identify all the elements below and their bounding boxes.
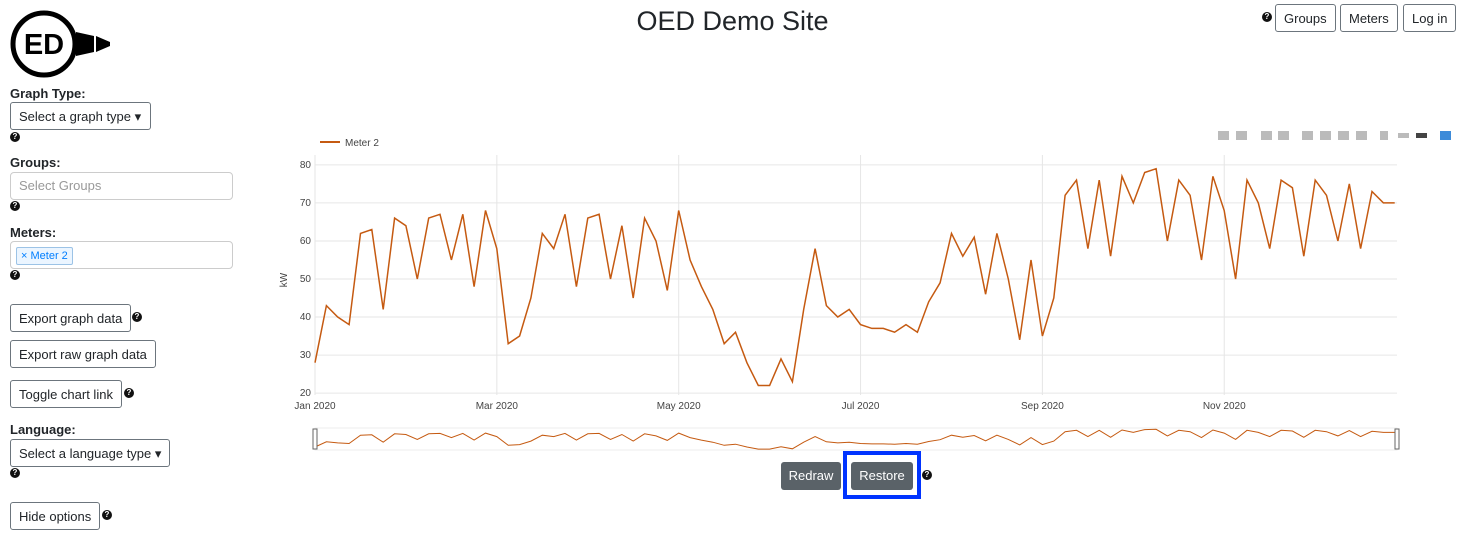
toggle-link-button[interactable]: Toggle chart link (10, 380, 122, 408)
x-tick-label: May 2020 (657, 401, 701, 412)
legend-label: Meter 2 (345, 138, 379, 149)
language-label: Language: (10, 422, 76, 437)
chip-remove[interactable]: × (21, 250, 28, 262)
export-raw-button[interactable]: Export raw graph data (10, 340, 156, 368)
logo: ED (10, 10, 110, 78)
modebar (1218, 131, 1451, 140)
graph-type-select[interactable]: Select a graph type ▾ (10, 102, 151, 130)
x-tick-label: Jul 2020 (842, 401, 880, 412)
groups-label: Groups: (10, 155, 61, 170)
help-icon[interactable]: ? (922, 470, 932, 480)
logo-bulb (76, 32, 110, 56)
range-handle (312, 428, 318, 450)
redraw-button[interactable]: Redraw (781, 462, 841, 490)
logo-text: ED (24, 29, 64, 61)
y-tick-label: 40 (300, 312, 312, 323)
x-tick-label: Jan 2020 (294, 401, 336, 412)
y-tick-label: 70 (300, 198, 312, 209)
help-icon[interactable]: ? (10, 132, 20, 142)
site-title: OED Demo Site (636, 6, 829, 36)
chip-label: Meter 2 (30, 250, 68, 262)
graph-type-text: Select a graph type (19, 109, 132, 124)
y-tick-label: 80 (300, 160, 312, 171)
x-tick-label: Nov 2020 (1203, 401, 1246, 412)
help-icon[interactable]: ? (124, 388, 134, 398)
graph-type-label: Graph Type: (10, 86, 86, 101)
y-tick-label: 50 (300, 274, 312, 285)
y-axis-label: kW (279, 272, 290, 287)
hide-options-button[interactable]: Hide options (10, 502, 101, 530)
groups-select[interactable]: Select Groups (10, 172, 233, 200)
logo-ring (10, 10, 78, 78)
help-icon[interactable]: ? (1262, 12, 1272, 22)
range-line (314, 428, 1395, 450)
groups-placeholder: Select Groups (19, 178, 102, 193)
help-icon[interactable]: ? (102, 510, 112, 520)
meter-chip[interactable]: × Meter 2 (16, 247, 73, 265)
nav-login[interactable]: Log in (1403, 4, 1457, 32)
help-icon[interactable]: ? (10, 270, 20, 280)
meters-select[interactable]: × Meter 2 (10, 241, 233, 269)
y-tick-label: 20 (300, 388, 312, 399)
help-icon[interactable]: ? (10, 468, 20, 478)
meters-label: Meters: (10, 225, 57, 240)
language-select[interactable]: Select a language type ▾ (10, 439, 170, 467)
nav-meters[interactable]: Meters (1340, 4, 1398, 32)
restore-button[interactable]: Restore (851, 462, 913, 490)
nav-groups[interactable]: Groups (1275, 4, 1336, 32)
export-graph-button[interactable]: Export graph data (10, 304, 132, 332)
x-tick-label: Mar 2020 (476, 401, 519, 412)
language-text: Select a language type (19, 446, 152, 461)
y-tick-label: 60 (300, 236, 312, 247)
x-tick-label: Sep 2020 (1021, 401, 1064, 412)
y-tick-label: 30 (300, 350, 312, 361)
line (314, 167, 1395, 387)
help-icon[interactable]: ? (132, 312, 142, 322)
help-icon[interactable]: ? (10, 201, 20, 211)
range-slider (314, 427, 1398, 451)
highlight-box (843, 451, 921, 499)
range-handle (1394, 428, 1400, 450)
